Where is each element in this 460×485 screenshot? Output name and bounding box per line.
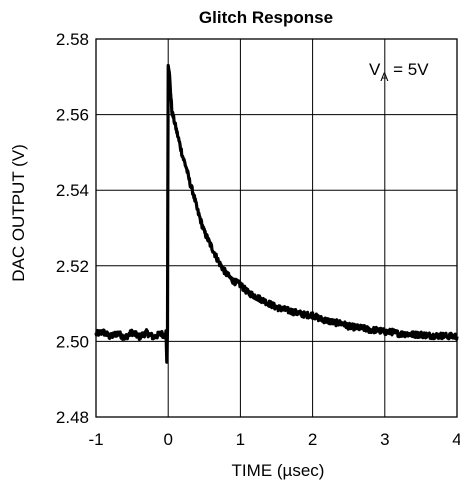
- grid: [96, 39, 457, 417]
- x-tick-label: 4: [452, 430, 460, 449]
- x-axis-label: TIME (µsec): [232, 461, 325, 480]
- y-tick-label: 2.50: [56, 332, 89, 351]
- plot-frame: [96, 39, 457, 417]
- y-tick-label: 2.52: [56, 257, 89, 276]
- chart-title: Glitch Response: [199, 8, 333, 27]
- glitch-response-line: [96, 66, 457, 363]
- y-axis-ticks: 2.48 2.50 2.52 2.54 2.56 2.58: [56, 30, 89, 427]
- x-axis-ticks: -1 0 1 2 3 4: [88, 430, 460, 449]
- x-tick-label: -1: [88, 430, 103, 449]
- y-tick-label: 2.56: [56, 106, 89, 125]
- x-tick-label: 2: [308, 430, 317, 449]
- annotation-rest: = 5V: [388, 60, 429, 79]
- y-tick-label: 2.48: [56, 408, 89, 427]
- supply-voltage-annotation: VA = 5V: [369, 60, 429, 84]
- annotation-main: V: [369, 60, 381, 79]
- y-axis-label: DAC OUTPUT (V): [9, 144, 28, 282]
- y-tick-label: 2.58: [56, 30, 89, 49]
- annotation-subscript: A: [380, 70, 388, 84]
- x-tick-label: 0: [163, 430, 172, 449]
- y-tick-label: 2.54: [56, 181, 89, 200]
- x-tick-label: 3: [380, 430, 389, 449]
- x-tick-label: 1: [236, 430, 245, 449]
